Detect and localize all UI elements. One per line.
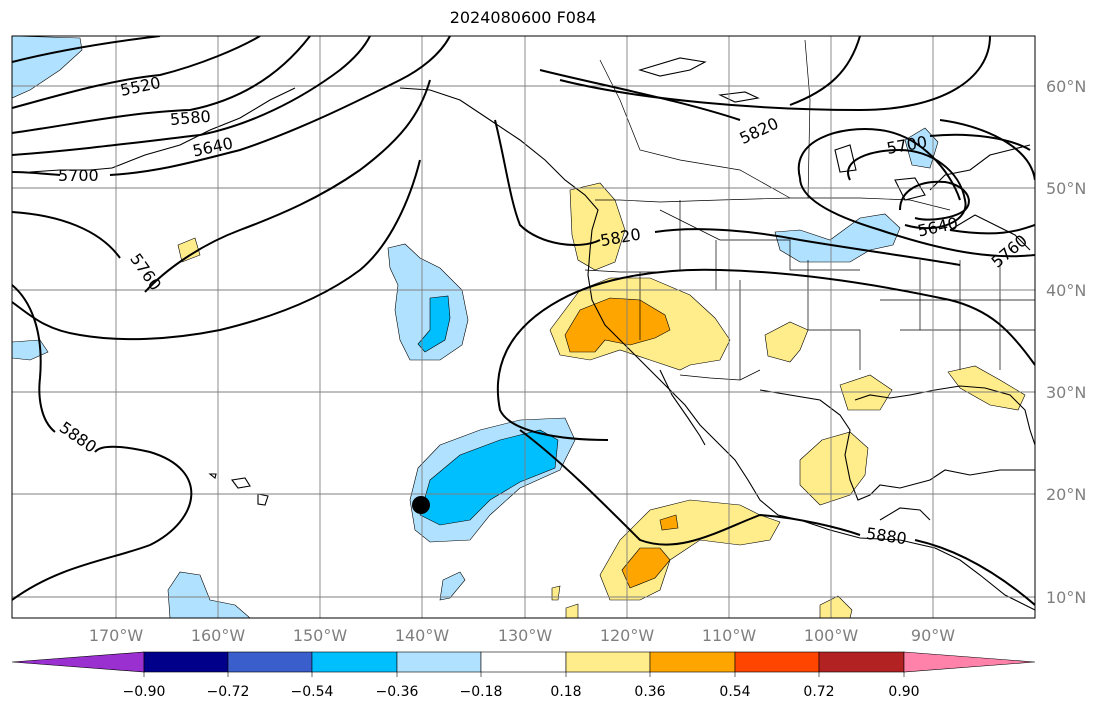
lon-label: 170°W (88, 626, 144, 645)
lat-label: 10°N (1046, 588, 1087, 607)
colorbar-segment (396, 651, 482, 673)
colorbar-segment (649, 651, 736, 673)
lon-label: 110°W (701, 626, 757, 645)
location-marker (412, 496, 430, 514)
lon-label: 150°W (292, 626, 348, 645)
colorbar-segment (565, 651, 651, 673)
lon-label: 120°W (599, 626, 655, 645)
height-contours (12, 36, 1035, 606)
colorbar-tick-label: −0.18 (459, 684, 503, 700)
colorbar-min-extend (11, 651, 145, 673)
colorbar-tick-label: −0.36 (375, 684, 419, 700)
contour-label: 5580 (169, 107, 211, 129)
colorbar-segment (818, 651, 905, 673)
lat-label: 20°N (1046, 485, 1087, 504)
map-border (11, 35, 1036, 619)
colorbar-tick-label: −0.72 (206, 684, 250, 700)
lon-label: 90°W (910, 626, 956, 645)
lat-label: 50°N (1046, 179, 1087, 198)
colorbar-tick-label: 0.72 (803, 684, 835, 700)
colorbar-segment (734, 651, 820, 673)
colorbar-tick-label: 0.54 (719, 684, 751, 700)
lat-label: 30°N (1046, 383, 1087, 402)
colorbar-tick-label: 0.18 (550, 684, 582, 700)
lat-label: 60°N (1046, 77, 1087, 96)
lon-label: 130°W (497, 626, 553, 645)
lon-label: 100°W (803, 626, 859, 645)
graticule (12, 36, 1035, 618)
lon-label: 160°W (190, 626, 246, 645)
colorbar-tick-label: −0.90 (122, 684, 166, 700)
lat-label: 40°N (1046, 281, 1087, 300)
lon-label: 140°W (394, 626, 450, 645)
colorbar-max-extend (903, 651, 1036, 673)
contour-label: 5700 (58, 166, 99, 185)
colorbar-segment (143, 651, 229, 673)
colorbar-segment (480, 651, 567, 673)
colorbar-tick-label: 0.90 (888, 684, 920, 700)
map-title: 2024080600 F084 (449, 8, 597, 27)
coastlines (29, 57, 1035, 611)
colorbar (11, 651, 1036, 677)
colorbar-tick-label: 0.36 (634, 684, 666, 700)
colorbar-segment (227, 651, 313, 673)
colorbar-tick-label: −0.54 (290, 684, 334, 700)
colorbar-segment (311, 651, 398, 673)
